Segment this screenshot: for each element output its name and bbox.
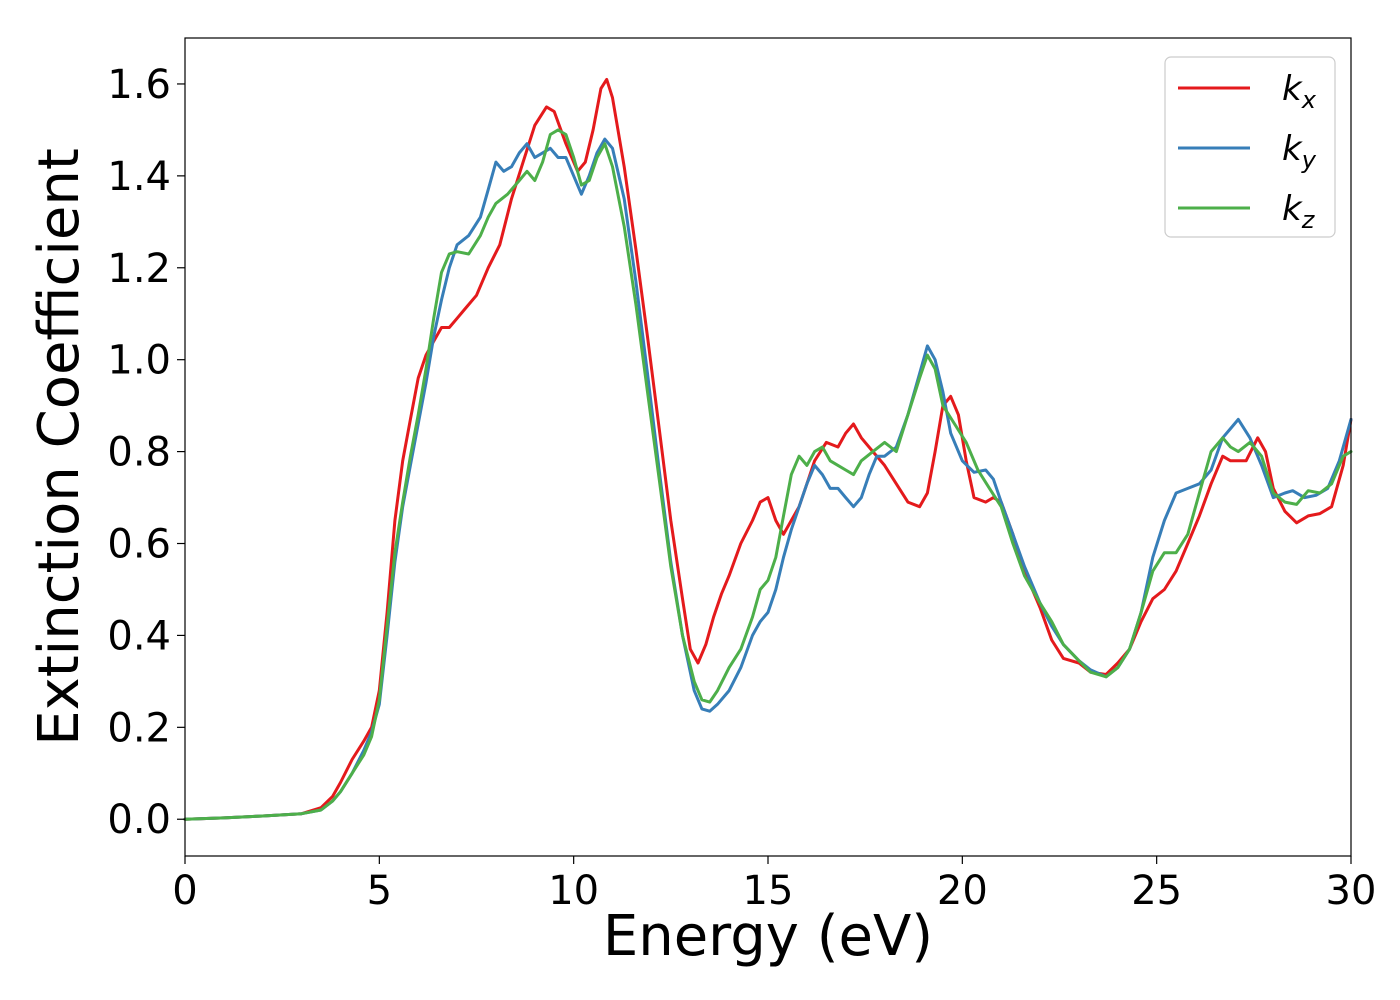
- series-line-ky: [183, 137, 1353, 821]
- x-axis-ticks: 0 5 10 15 20 25 30: [172, 856, 1376, 914]
- legend-subscript: y: [1301, 146, 1317, 174]
- series-layer: [183, 77, 1353, 821]
- x-tick-label: 10: [548, 868, 599, 914]
- legend-subscript: z: [1301, 206, 1316, 234]
- y-axis-label: Extinction Coefficient: [27, 148, 92, 746]
- legend-label-kx: kx: [1282, 69, 1317, 114]
- x-tick-label: 20: [937, 868, 988, 914]
- y-tick-label: 0.6: [107, 522, 171, 568]
- x-tick-label: 30: [1326, 868, 1377, 914]
- legend-subscript: x: [1301, 86, 1317, 114]
- y-tick-label: 1.0: [107, 338, 171, 384]
- series-line-kx: [183, 77, 1353, 821]
- y-tick-label: 1.4: [107, 154, 171, 200]
- y-tick-label: 1.6: [107, 62, 171, 108]
- x-tick-label: 25: [1131, 868, 1182, 914]
- y-tick-label: 0.4: [107, 613, 171, 659]
- y-tick-label: 1.2: [107, 246, 171, 292]
- x-tick-label: 15: [743, 868, 794, 914]
- y-tick-label: 0.8: [107, 430, 171, 476]
- y-tick-label: 0.2: [107, 705, 171, 751]
- series-line-kz: [183, 128, 1353, 821]
- y-tick-label: 0.0: [107, 797, 171, 843]
- x-tick-label: 5: [367, 868, 392, 914]
- x-tick-label: 0: [172, 868, 197, 914]
- x-axis-label: Energy (eV): [603, 904, 933, 969]
- y-axis-ticks: 0.0 0.2 0.4 0.6 0.8 1.0 1.2 1.4 1.6: [107, 62, 185, 843]
